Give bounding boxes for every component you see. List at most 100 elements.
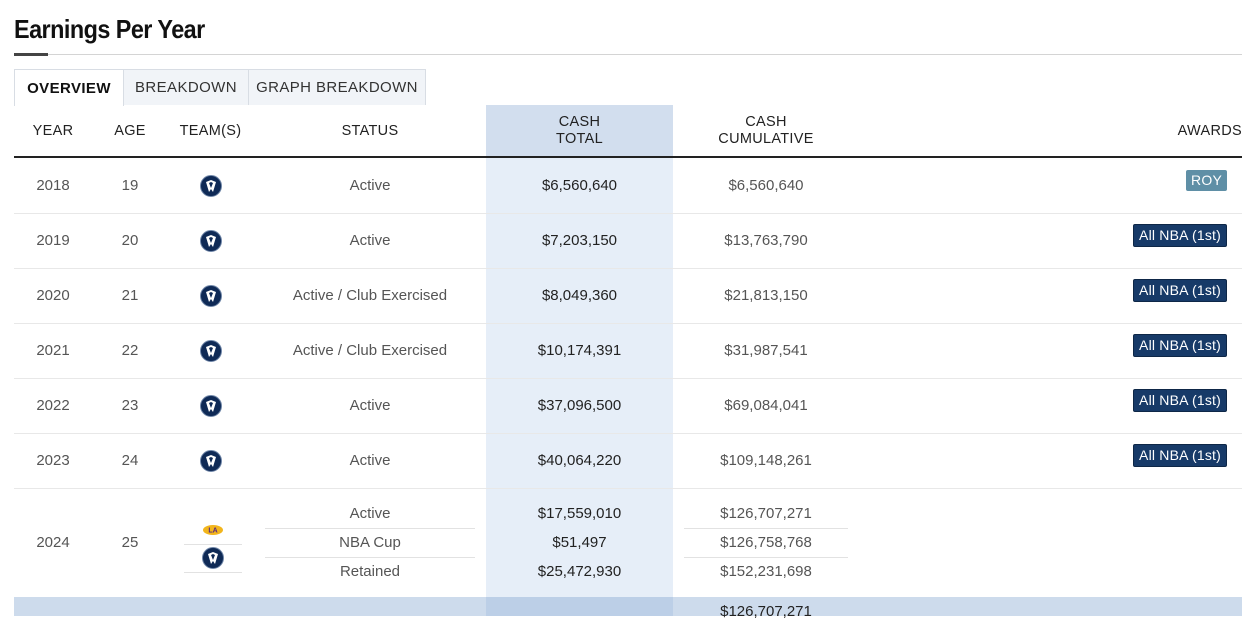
cash-total-cell: $40,064,220 (537, 452, 622, 469)
team-cell (168, 433, 253, 488)
award-badge[interactable]: All NBA (1st) (1133, 279, 1227, 302)
age-cell: 21 (121, 287, 139, 304)
table-row: 2023 24 Active $40,064,220 $109,148,261 … (14, 433, 1242, 489)
header-age[interactable]: AGE (114, 122, 146, 139)
header-status[interactable]: STATUS (341, 122, 399, 139)
table-row-split: 2024 25 LA Active NBA Cup Retained $17,5… (14, 488, 1242, 597)
year-cell: 2018 (36, 177, 70, 194)
dallas-mavericks-logo-icon[interactable] (199, 284, 222, 307)
award-badge[interactable]: All NBA (1st) (1133, 389, 1227, 412)
header-teams[interactable]: TEAM(S) (179, 122, 242, 139)
team-cell (168, 378, 253, 433)
cash-total-cell: $17,559,010 (537, 505, 622, 522)
header-cash-cumulative-line1: CASH (745, 114, 787, 130)
award-cell: All NBA (1st) (942, 378, 1242, 433)
table-row: 2020 21 Active / Club Exercised $8,049,3… (14, 268, 1242, 324)
header-cash-cumulative-line2: CUMULATIVE (718, 131, 814, 147)
status-cell: Retained (339, 563, 401, 580)
tab-bar: OVERVIEW BREAKDOWN GRAPH BREAKDOWN (14, 69, 426, 106)
header-awards[interactable]: AWARDS (1177, 122, 1242, 139)
team-cell (168, 323, 253, 378)
table-row: 2022 23 Active $37,096,500 $69,084,041 A… (14, 378, 1242, 434)
title-divider-accent (14, 53, 48, 56)
dallas-mavericks-logo-icon[interactable] (199, 229, 222, 252)
status-cell: Active (349, 452, 391, 469)
status-cell: Active (265, 499, 475, 529)
tab-overview[interactable]: OVERVIEW (14, 69, 124, 106)
age-cell: 22 (121, 342, 139, 359)
team-cell: LA (184, 516, 242, 545)
header-year[interactable]: YEAR (32, 122, 74, 139)
age-cell: 25 (121, 534, 139, 551)
totals-cash-total-cell (486, 597, 673, 616)
header-cash-cumulative[interactable]: CASH CUMULATIVE (673, 105, 859, 157)
status-cell: Active (349, 232, 391, 249)
cash-total-cell: $25,472,930 (537, 563, 622, 580)
totals-cash-cumulative: $126,707,271 (720, 603, 812, 620)
cash-cumulative-cell: $109,148,261 (720, 452, 812, 469)
team-cell (168, 213, 253, 268)
tab-graph-breakdown[interactable]: GRAPH BREAKDOWN (248, 69, 426, 105)
header-cash-total-line2: TOTAL (556, 131, 603, 147)
award-cell: All NBA (1st) (942, 433, 1242, 488)
cash-cumulative-cell: $126,707,271 (684, 499, 848, 529)
cash-cumulative-cell: $13,763,790 (724, 232, 808, 249)
dallas-mavericks-logo-icon[interactable] (202, 547, 224, 569)
svg-text:LA: LA (208, 528, 217, 535)
cash-total-cell: $7,203,150 (541, 232, 618, 249)
award-badge[interactable]: All NBA (1st) (1133, 334, 1227, 357)
dallas-mavericks-logo-icon[interactable] (199, 449, 222, 472)
age-cell: 20 (121, 232, 139, 249)
age-cell: 19 (121, 177, 139, 194)
team-cell (184, 544, 242, 573)
team-cell (168, 158, 253, 213)
award-cell: All NBA (1st) (942, 213, 1242, 268)
cash-total-column-highlight (486, 105, 673, 616)
status-cell: Active (349, 177, 391, 194)
header-cash-total-line1: CASH (558, 114, 601, 130)
award-cell: All NBA (1st) (942, 323, 1242, 378)
table-row: 2018 19 Active $6,560,640 $6,560,640 ROY (14, 158, 1242, 214)
year-cell: 2019 (36, 232, 70, 249)
cash-cumulative-cell: $6,560,640 (728, 177, 804, 194)
award-badge[interactable]: All NBA (1st) (1133, 444, 1227, 467)
cash-total-cell: $51,497 (552, 534, 607, 551)
status-cell: NBA Cup (265, 528, 475, 558)
age-cell: 24 (121, 452, 139, 469)
cash-total-cell: $8,049,360 (541, 287, 618, 304)
status-cell: Active / Club Exercised (292, 342, 448, 359)
cash-total-cell: $37,096,500 (537, 397, 622, 414)
cash-cumulative-cell: $69,084,041 (724, 397, 808, 414)
year-cell: 2024 (36, 534, 70, 551)
year-cell: 2020 (36, 287, 70, 304)
year-cell: 2021 (36, 342, 70, 359)
year-cell: 2023 (36, 452, 70, 469)
cash-cumulative-cell: $31,987,541 (724, 342, 808, 359)
status-cell: Active / Club Exercised (292, 287, 448, 304)
section-title: Earnings Per Year (14, 14, 205, 44)
table-row: 2019 20 Active $7,203,150 $13,763,790 Al… (14, 213, 1242, 269)
table-header: YEAR AGE TEAM(S) STATUS CASH TOTAL CASH … (14, 105, 1242, 157)
award-cell: All NBA (1st) (942, 268, 1242, 323)
dallas-mavericks-logo-icon[interactable] (199, 174, 222, 197)
status-cell: Active (349, 397, 391, 414)
team-cell (168, 268, 253, 323)
award-cell: ROY (942, 158, 1242, 213)
cash-cumulative-cell: $21,813,150 (724, 287, 808, 304)
age-cell: 23 (121, 397, 139, 414)
award-badge[interactable]: ROY (1186, 170, 1227, 191)
cash-cumulative-cell: $126,758,768 (684, 528, 848, 558)
cash-total-cell: $6,560,640 (541, 177, 618, 194)
los-angeles-lakers-logo-icon[interactable]: LA (202, 524, 224, 536)
cash-cumulative-cell: $152,231,698 (720, 563, 812, 580)
dallas-mavericks-logo-icon[interactable] (199, 394, 222, 417)
title-divider (14, 54, 1242, 55)
cash-total-cell: $10,174,391 (537, 342, 622, 359)
year-cell: 2022 (36, 397, 70, 414)
header-divider (14, 156, 1242, 158)
header-cash-total[interactable]: CASH TOTAL (486, 105, 673, 157)
award-badge[interactable]: All NBA (1st) (1133, 224, 1227, 247)
dallas-mavericks-logo-icon[interactable] (199, 339, 222, 362)
table-row: 2021 22 Active / Club Exercised $10,174,… (14, 323, 1242, 379)
tab-breakdown[interactable]: BREAKDOWN (123, 69, 249, 105)
